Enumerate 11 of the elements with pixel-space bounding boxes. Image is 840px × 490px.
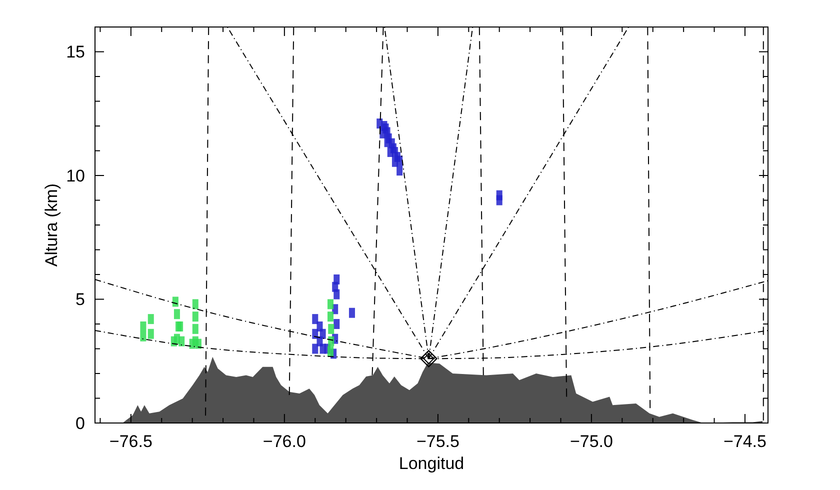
x-tick-label: −75.5	[416, 432, 460, 451]
y-tick-label: 15	[66, 42, 85, 62]
x-tick-label: −74.5	[723, 432, 766, 451]
y-tick-label: 10	[66, 166, 85, 186]
x-tick-label: −76.5	[109, 432, 152, 451]
x-axis-title: Longitud	[398, 454, 464, 473]
x-tick-label: −75.0	[570, 432, 613, 451]
y-tick-label: 5	[76, 290, 85, 310]
y-axis-title: Altura (km)	[42, 183, 61, 267]
y-tick-label: 0	[76, 414, 85, 433]
x-tick-label: −76.0	[262, 432, 306, 451]
